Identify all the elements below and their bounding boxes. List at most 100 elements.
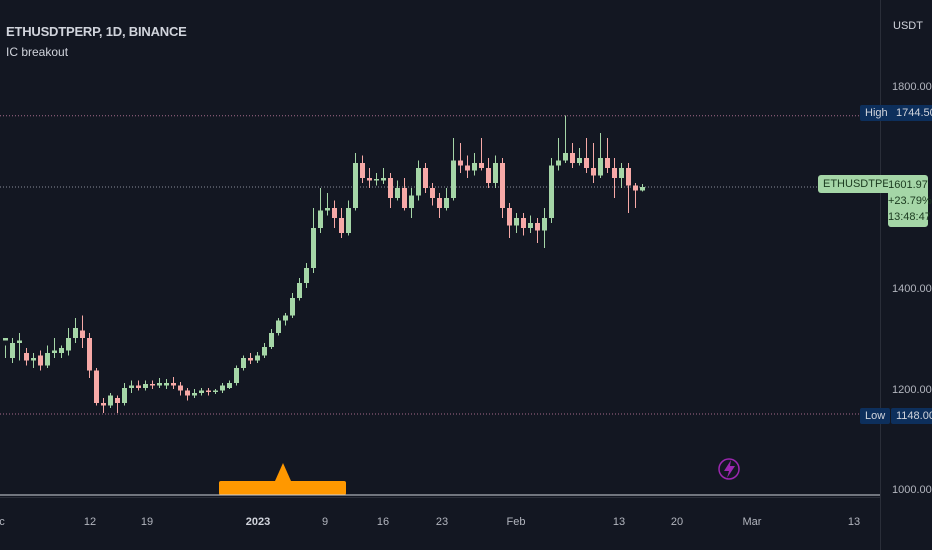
candle-body: [157, 383, 162, 386]
candle-body: [612, 168, 617, 178]
candle-body: [59, 348, 64, 353]
x-tick-label: 13: [847, 516, 861, 528]
x-tick-label: 9: [321, 516, 329, 528]
candle-body: [570, 153, 575, 163]
candle-body: [234, 368, 239, 383]
candle-body: [150, 384, 155, 386]
low-level-value: 1148.00: [891, 408, 932, 424]
candle-body: [535, 223, 540, 231]
candle-body: [563, 153, 568, 161]
candle-body: [241, 358, 246, 368]
candle-body: [486, 168, 491, 183]
chart-title[interactable]: ETHUSDTPERP, 1D, BINANCE: [6, 24, 187, 39]
candle-body: [549, 165, 554, 218]
candle-body: [640, 187, 645, 191]
candle-body: [206, 390, 211, 392]
candle-body: [521, 218, 526, 228]
lightning-marker-icon: [718, 458, 740, 480]
candle-body: [591, 168, 596, 176]
low-level-label: Low: [860, 408, 891, 424]
candle-body: [115, 398, 120, 403]
candle-body: [402, 188, 407, 208]
y-tick-label: 1000.00: [892, 484, 932, 496]
price-change-percent: +23.79%: [888, 195, 932, 207]
candle-body: [514, 218, 519, 226]
candle-body: [227, 383, 232, 388]
y-tick-label: 1200.00: [892, 384, 932, 396]
candle-body: [192, 393, 197, 396]
candle-body: [87, 338, 92, 371]
candle-body: [262, 347, 267, 356]
candle-body: [542, 218, 547, 231]
candle-body: [290, 298, 295, 316]
candle-body: [409, 195, 414, 208]
candle-body: [108, 395, 113, 406]
price-axis[interactable]: [880, 0, 932, 550]
y-tick-label: 1400.00: [892, 283, 932, 295]
candle-body: [136, 385, 141, 388]
candle-body: [619, 168, 624, 178]
candle-body: [143, 384, 148, 388]
x-tick-label: Feb: [506, 516, 526, 528]
candle-body: [220, 385, 225, 391]
candle-body: [304, 268, 309, 283]
candle-body: [10, 343, 15, 358]
candle-body: [94, 370, 99, 403]
candle-body: [493, 163, 498, 183]
x-tick-label: Mar: [742, 516, 762, 528]
x-tick-label: 19: [140, 516, 154, 528]
candle-body: [73, 328, 78, 338]
candle-body: [458, 160, 463, 166]
candle-body: [367, 178, 372, 181]
candle-body: [80, 330, 85, 338]
candle-body: [45, 353, 50, 366]
candle-body: [17, 340, 22, 343]
candlestick-chart[interactable]: [0, 0, 880, 497]
candle-body: [24, 353, 29, 361]
high-level-label: High: [860, 105, 893, 121]
candle-body: [479, 163, 484, 168]
candle-body: [276, 320, 281, 333]
chart-plot-area[interactable]: [0, 0, 880, 497]
y-tick-label: 1800.00: [892, 81, 932, 93]
time-axis[interactable]: [0, 497, 880, 550]
x-tick-label: 13: [612, 516, 626, 528]
candle-body: [339, 218, 344, 233]
candle-body: [66, 338, 71, 351]
candle-body: [38, 355, 43, 366]
candle-body: [122, 388, 127, 403]
candle-body: [199, 390, 204, 393]
candle-body: [129, 385, 134, 388]
candle-body: [248, 358, 253, 361]
indicator-label[interactable]: IC breakout: [6, 45, 69, 59]
lightning-bolt-icon: [724, 460, 735, 478]
candle-body: [423, 168, 428, 188]
candle-body: [185, 390, 190, 396]
candle-body: [346, 208, 351, 233]
x-tick-label: c: [0, 516, 5, 528]
candle-body: [283, 315, 288, 321]
currency-label: USDT: [893, 20, 923, 32]
candle-body: [311, 228, 316, 268]
symbol-price-tag: ETHUSDTPERP: [818, 175, 910, 193]
candle-body: [472, 163, 477, 171]
bar-countdown: 13:48:47: [888, 211, 931, 223]
breakout-arrow-icon: [275, 463, 291, 481]
candle-body: [52, 350, 57, 353]
candle-body: [381, 178, 386, 181]
candle-body: [633, 185, 638, 191]
x-tick-label: 16: [376, 516, 390, 528]
candle-body: [101, 403, 106, 406]
candle-body: [598, 158, 603, 176]
candle-body: [360, 163, 365, 178]
high-level-value: 1744.50: [891, 105, 932, 121]
candle-body: [325, 208, 330, 211]
candle-body: [465, 165, 470, 171]
candle-body: [430, 188, 435, 198]
candle-body: [626, 168, 631, 186]
x-tick-label: 2023: [245, 516, 271, 528]
candle-body: [297, 283, 302, 298]
candle-body: [500, 163, 505, 208]
candle-body: [507, 208, 512, 226]
candle-body: [577, 158, 582, 163]
